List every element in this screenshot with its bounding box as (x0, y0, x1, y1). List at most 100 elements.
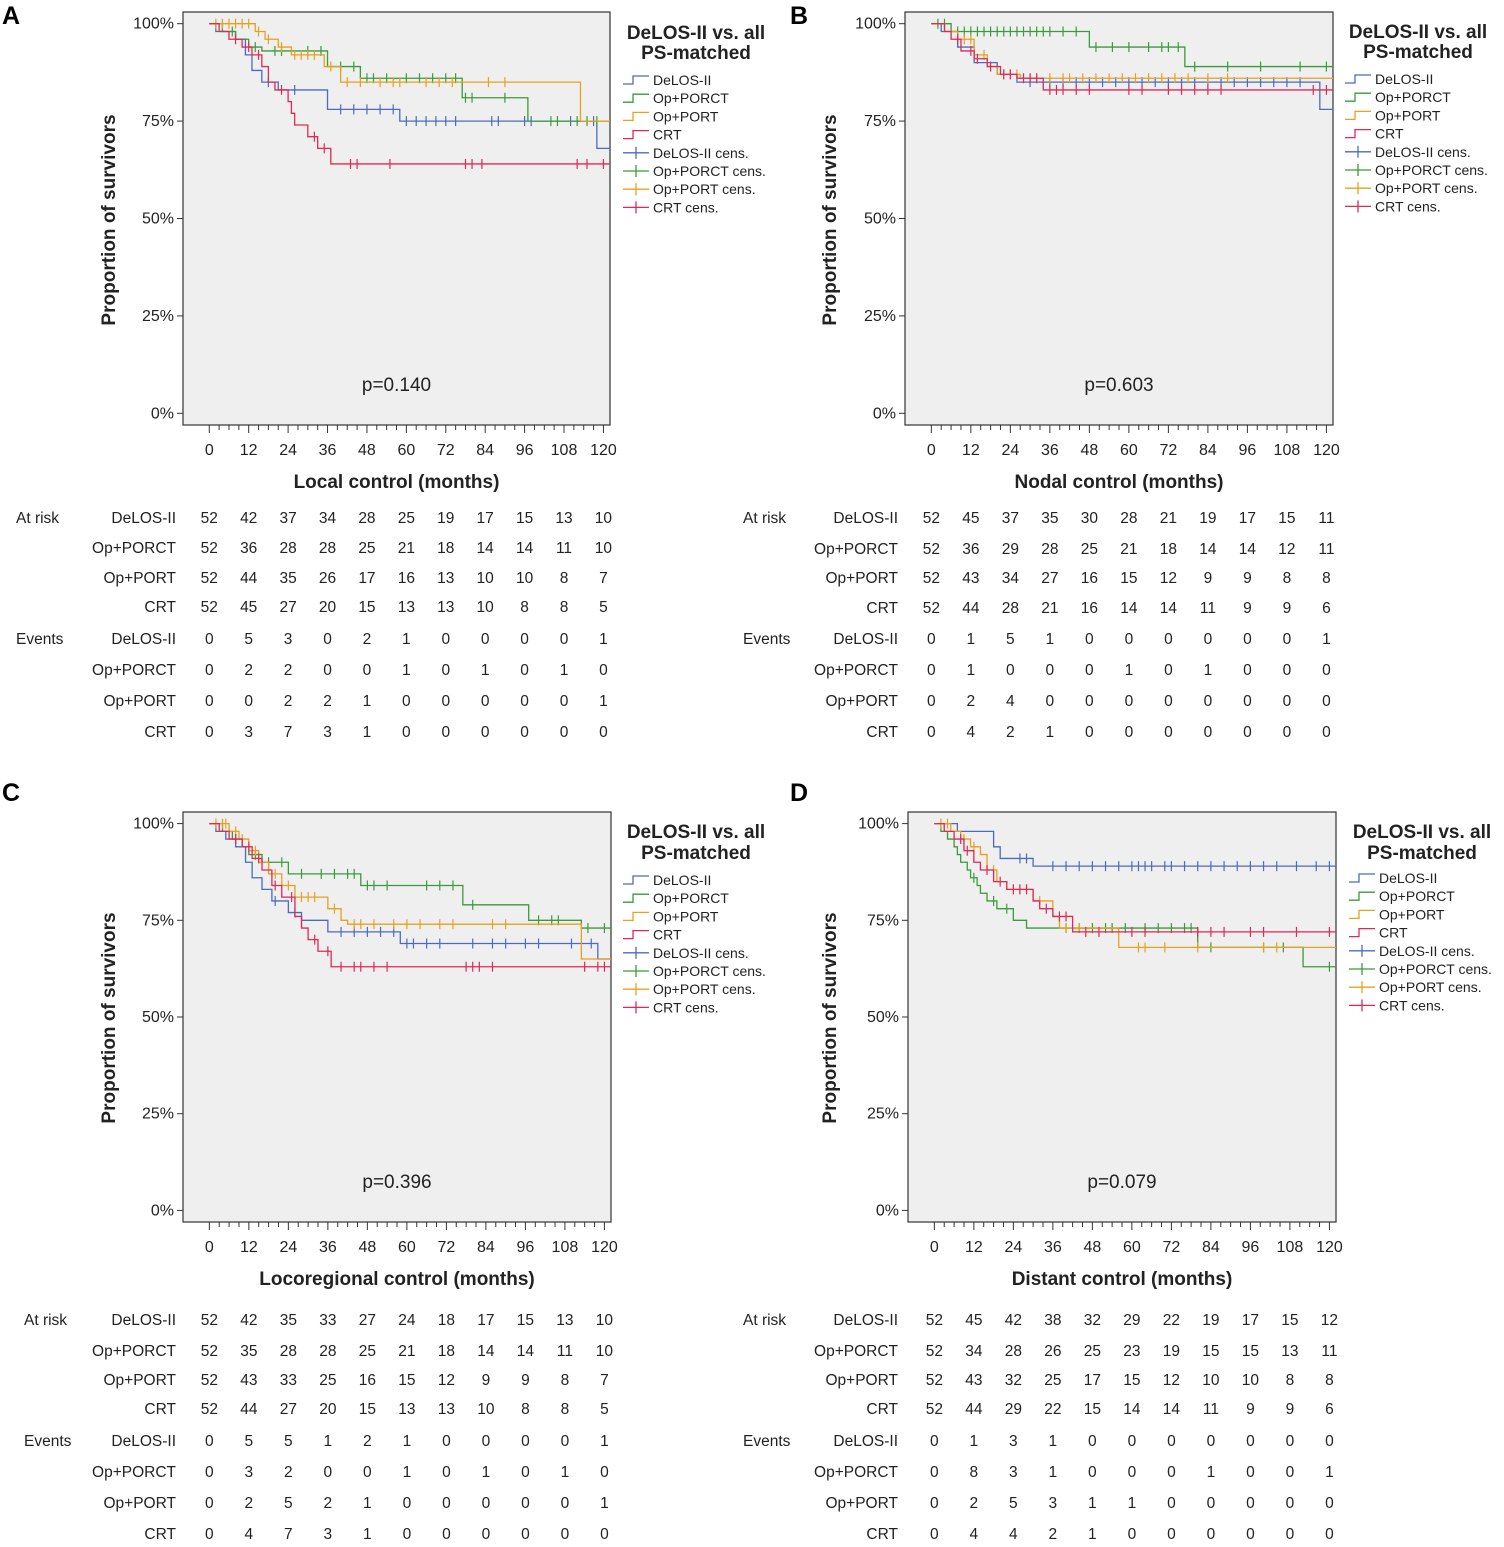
at-risk-value: 34 (319, 510, 337, 527)
legend-item: Op+PORT cens. (1375, 180, 1478, 196)
events-value: 0 (1243, 662, 1252, 679)
at-risk-value: 26 (319, 570, 336, 587)
legend-item: Op+PORCT (653, 90, 729, 106)
events-value: 0 (1164, 631, 1173, 648)
at-risk-value: 33 (319, 1312, 336, 1329)
events-value: 4 (1006, 693, 1015, 710)
events-value: 0 (402, 724, 411, 741)
at-risk-value: 10 (516, 570, 534, 587)
events-value: 1 (1049, 1464, 1058, 1481)
legend-item: DeLOS-II cens. (1375, 144, 1471, 160)
events-value: 1 (561, 1464, 570, 1481)
events-value: 1 (1322, 631, 1331, 648)
events-value: 0 (1167, 1464, 1176, 1481)
panel-letter: C (2, 779, 20, 807)
y-axis-label: Proportion of survivors (820, 912, 841, 1123)
at-risk-value: 21 (1120, 541, 1137, 558)
legend-swatch (623, 875, 649, 885)
at-risk-value: 25 (319, 1372, 336, 1389)
at-risk-value: 23 (1123, 1343, 1140, 1360)
at-risk-value: 11 (557, 1343, 573, 1360)
events-value: 4 (1009, 1526, 1018, 1543)
at-risk-value: 5 (600, 1401, 609, 1418)
events-value: 0 (1085, 693, 1094, 710)
at-risk-label: At risk (743, 510, 786, 527)
legend-title: DeLOS-II vs. all (1349, 22, 1487, 43)
legend-swatch (623, 929, 649, 940)
x-axis-label: Locoregional control (months) (259, 1269, 535, 1290)
at-risk-value: 9 (1246, 1401, 1255, 1418)
at-risk-value: 21 (1160, 510, 1177, 527)
at-risk-value: 35 (1041, 510, 1058, 527)
legend-swatch (1349, 909, 1375, 920)
events-value: 0 (1207, 1495, 1216, 1512)
events-value: 3 (284, 631, 293, 648)
legend-item: DeLOS-II cens. (653, 945, 749, 961)
at-risk-value: 32 (1084, 1312, 1101, 1329)
at-risk-value: 12 (1160, 570, 1177, 587)
panel-a: A 100% 75% 50% 25% 0% Proportion of survivors 0… (2, 2, 766, 741)
at-risk-value: 18 (438, 1343, 455, 1360)
events-value: 0 (599, 662, 608, 679)
at-risk-value: 52 (201, 1312, 218, 1329)
events-value: 0 (1167, 1495, 1176, 1512)
events-value: 2 (324, 1495, 333, 1512)
at-risk-value: 19 (1163, 1343, 1180, 1360)
events-value: 0 (1164, 693, 1173, 710)
events-value: 2 (967, 693, 976, 710)
legend-item: CRT cens. (1379, 997, 1445, 1013)
at-risk-value: 19 (1202, 1312, 1219, 1329)
x-tick-label: 24 (279, 442, 297, 459)
events-value: 0 (244, 693, 253, 710)
at-risk-value: 17 (1084, 1372, 1101, 1389)
events-value: 2 (284, 1464, 293, 1481)
at-risk-value: 44 (240, 1401, 258, 1418)
series-crt (209, 23, 610, 169)
at-risk-value: 15 (1084, 1401, 1101, 1418)
events-value: 0 (521, 1495, 530, 1512)
events-value: 0 (1128, 1433, 1137, 1450)
at-risk-value: 24 (398, 1312, 416, 1329)
at-risk-value: 20 (319, 1401, 337, 1418)
events-value: 0 (403, 1495, 412, 1512)
events-value: 2 (245, 1495, 254, 1512)
at-risk-value: 42 (240, 1312, 257, 1329)
at-risk-value: 52 (926, 1312, 943, 1329)
plot-area (182, 11, 611, 426)
events-value: 0 (205, 1526, 214, 1543)
at-risk-value: 12 (1163, 1372, 1180, 1389)
events-value: 1 (481, 662, 490, 679)
at-risk-value: 10 (595, 540, 613, 557)
legend-item: CRT cens. (653, 999, 719, 1015)
x-tick-label: 0 (927, 442, 936, 459)
events-value: 0 (599, 724, 608, 741)
at-risk-value: 28 (1005, 1343, 1022, 1360)
events-value: 0 (402, 693, 411, 710)
at-risk-value: 14 (1160, 600, 1178, 617)
at-risk-value: 28 (358, 510, 375, 527)
at-risk-value: 15 (1202, 1343, 1219, 1360)
x-tick-label: 96 (1242, 1239, 1260, 1256)
events-value: 0 (442, 1433, 451, 1450)
at-risk-value: 13 (398, 599, 415, 616)
at-risk-value: 44 (962, 600, 980, 617)
events-value: 0 (1085, 631, 1094, 648)
at-risk-value: 11 (1200, 600, 1216, 617)
events-value: 0 (205, 1464, 214, 1481)
events-value: 0 (205, 1433, 214, 1450)
at-risk-value: 8 (1322, 570, 1331, 587)
at-risk-value: 36 (962, 541, 979, 558)
at-risk-value: 44 (240, 570, 258, 587)
events-value: 3 (323, 724, 332, 741)
at-risk-label: At risk (16, 510, 59, 527)
at-risk-value: 18 (1160, 541, 1177, 558)
at-risk-value: 44 (965, 1401, 983, 1418)
events-value: 0 (1204, 724, 1213, 741)
at-risk-value: 30 (1081, 510, 1099, 527)
events-value: 5 (284, 1433, 293, 1450)
at-risk-value: 28 (319, 1343, 336, 1360)
at-risk-value: 45 (962, 510, 979, 527)
y-tick-label: 75% (864, 113, 896, 130)
events-value: 0 (442, 1526, 451, 1543)
legend-swatch (623, 893, 649, 903)
